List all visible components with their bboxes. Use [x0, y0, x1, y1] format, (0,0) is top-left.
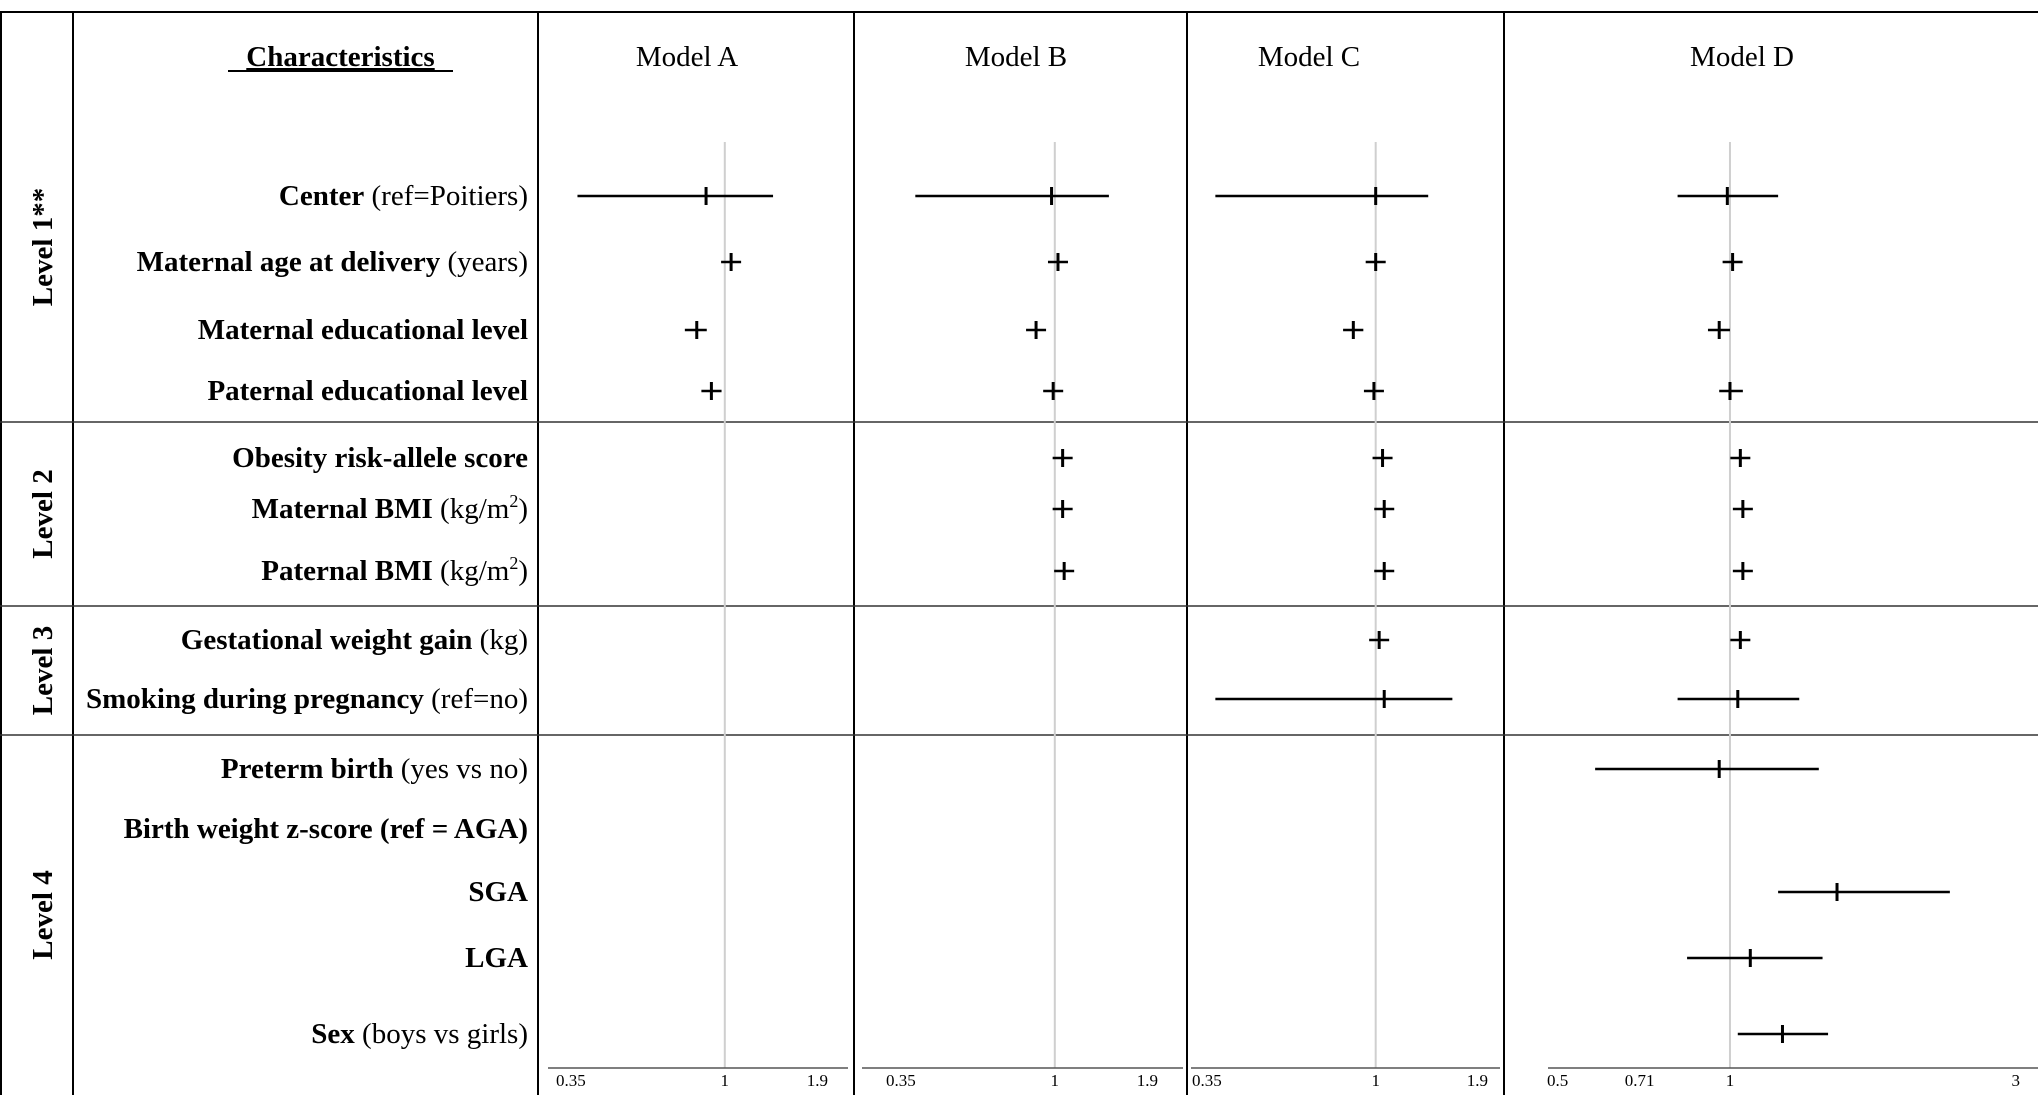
level-label: Level 1** [27, 188, 59, 306]
row-label-bold: Paternal educational level [207, 375, 528, 407]
row-label-bold: Maternal BMI [252, 493, 433, 525]
row-label: Center (ref=Poitiers) [279, 180, 528, 212]
row-label-bold: Birth weight z-score (ref = AGA) [124, 813, 528, 845]
row-label-detail: (years) [440, 246, 528, 278]
level-label: Level 2 [27, 469, 59, 558]
x-tick-label: 1 [721, 1071, 730, 1090]
row-labels: Center (ref=Poitiers) Maternal age at del… [86, 180, 528, 1050]
row-label-bold: Smoking during pregnancy [86, 683, 424, 715]
row-label: Obesity risk-allele score [232, 442, 528, 474]
x-tick-label: 1 [1371, 1071, 1380, 1090]
row-label-bold: Gestational weight gain [181, 624, 473, 656]
row-label-detail: (kg/m [433, 555, 510, 587]
row-label: Paternal BMI (kg/m2) [261, 553, 528, 587]
column-headers: Characteristics Model A Model B Model C Mode… [228, 41, 1794, 73]
x-tick-label: 0.35 [556, 1071, 586, 1090]
x-tick-label: 1.9 [1137, 1071, 1158, 1090]
model-header: Model B [965, 41, 1067, 73]
table-grid [0, 11, 2038, 1095]
x-tick-label: 0.35 [886, 1071, 916, 1090]
x-tick-label: 3 [2012, 1071, 2021, 1090]
characteristics-header: Characteristics [246, 41, 434, 73]
row-label-bold: Maternal educational level [198, 314, 528, 346]
row-label-detail: (ref=Poitiers) [364, 180, 528, 212]
level-label: Level 3 [27, 626, 59, 715]
row-label: Birth weight z-score (ref = AGA) [124, 813, 528, 845]
row-label-bold: LGA [465, 942, 528, 974]
model-header: Model D [1690, 41, 1794, 73]
model-panel: 0.35 1 1.9 [862, 142, 1183, 1090]
x-tick-label: 0.71 [1625, 1071, 1655, 1090]
model-header: Model A [636, 41, 738, 73]
row-label-bold: Obesity risk-allele score [232, 442, 528, 474]
x-tick-label: 1 [1051, 1071, 1060, 1090]
row-label-detail: (ref=no) [424, 683, 528, 715]
x-tick-label: 1 [1726, 1071, 1735, 1090]
model-panels: 0.35 1 1.9 0.35 1 1.9 0.35 1 1.9 0.5 0.71 1 3 [548, 142, 2038, 1090]
row-label: Maternal BMI (kg/m2) [252, 491, 528, 525]
row-label-bold: Preterm birth [221, 753, 394, 785]
row-label: Maternal age at delivery (years) [137, 246, 528, 278]
x-tick-label: 1.9 [807, 1071, 828, 1090]
row-label-detail: ) [518, 555, 528, 587]
row-label-bold: Sex [311, 1018, 355, 1050]
row-label-bold: SGA [468, 876, 528, 908]
level-label: Level 4 [27, 870, 59, 959]
row-label-detail: ) [518, 493, 528, 525]
row-label-detail: (kg/m [433, 493, 510, 525]
row-label-detail: (boys vs girls) [355, 1018, 528, 1050]
row-label: Sex (boys vs girls) [311, 1018, 528, 1050]
model-panel: 0.35 1 1.9 [1191, 142, 1500, 1090]
row-label: Paternal educational level [207, 375, 528, 407]
row-label-detail: (kg) [472, 624, 528, 656]
x-tick-label: 1.9 [1467, 1071, 1488, 1090]
row-label-bold: Center [279, 180, 364, 212]
row-label-superscript: 2 [509, 491, 518, 511]
row-label: Preterm birth (yes vs no) [221, 753, 528, 785]
row-label: SGA [468, 876, 528, 908]
row-label: Gestational weight gain (kg) [181, 624, 528, 656]
model-panel: 0.35 1 1.9 [548, 142, 848, 1090]
level-labels: Level 1** Level 2 Level 3 Level 4 [27, 188, 59, 960]
row-label-detail: (yes vs no) [393, 753, 528, 785]
row-label-bold: Maternal age at delivery [137, 246, 441, 278]
row-label: Maternal educational level [198, 314, 528, 346]
row-label-bold: Paternal BMI [261, 555, 433, 587]
x-tick-label: 0.5 [1547, 1071, 1568, 1090]
x-tick-label: 0.35 [1192, 1071, 1222, 1090]
model-header: Model C [1258, 41, 1360, 73]
row-label: Smoking during pregnancy (ref=no) [86, 683, 528, 715]
row-label-superscript: 2 [509, 553, 518, 573]
model-panel: 0.5 0.71 1 3 [1547, 142, 2038, 1090]
row-label: LGA [465, 942, 528, 974]
